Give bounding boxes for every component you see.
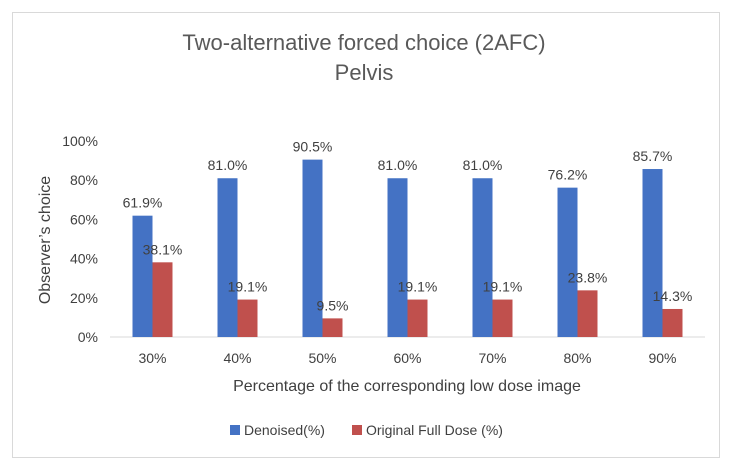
denoised-bar bbox=[557, 187, 578, 337]
full-dose-data-label: 9.5% bbox=[317, 297, 349, 313]
legend-swatch-full-dose bbox=[352, 425, 362, 435]
x-axis-ticks: 30% 40% 50% 60% 70% 80% 90% bbox=[138, 350, 676, 366]
y-tick-label: 40% bbox=[70, 251, 98, 267]
chart-subtitle: Pelvis bbox=[335, 60, 394, 85]
y-tick-label: 0% bbox=[78, 329, 98, 345]
y-tick-label: 20% bbox=[70, 290, 98, 306]
denoised-data-label: 81.0% bbox=[463, 157, 503, 173]
full-dose-data-label: 19.1% bbox=[228, 279, 268, 295]
full-dose-bar bbox=[577, 290, 598, 337]
full-dose-data-label: 14.3% bbox=[653, 288, 693, 304]
legend-label-denoised: Denoised(%) bbox=[244, 422, 325, 438]
x-tick-label: 50% bbox=[308, 350, 336, 366]
full-dose-bar bbox=[492, 299, 513, 337]
denoised-bar bbox=[642, 169, 663, 337]
legend: Denoised(%) Original Full Dose (%) bbox=[230, 422, 503, 438]
denoised-data-label: 76.2% bbox=[548, 167, 588, 183]
chart-title: Two-alternative forced choice (2AFC) bbox=[182, 30, 545, 55]
full-dose-bar bbox=[407, 299, 428, 337]
x-tick-label: 40% bbox=[223, 350, 251, 366]
y-tick-label: 60% bbox=[70, 211, 98, 227]
full-dose-bar bbox=[662, 308, 683, 337]
denoised-data-label: 61.9% bbox=[123, 195, 163, 211]
x-tick-label: 30% bbox=[138, 350, 166, 366]
full-dose-data-label: 23.8% bbox=[568, 269, 608, 285]
data-labels-group: 61.9% 38.1% 81.0% 19.1% 90.5% 9.5% 81.0% 19.1% 8… bbox=[123, 139, 693, 314]
x-tick-label: 80% bbox=[563, 350, 591, 366]
bars-group bbox=[132, 159, 683, 337]
denoised-bar bbox=[132, 215, 153, 337]
y-tick-label: 100% bbox=[62, 133, 98, 149]
denoised-data-label: 85.7% bbox=[633, 148, 673, 164]
x-tick-label: 70% bbox=[478, 350, 506, 366]
x-tick-label: 60% bbox=[393, 350, 421, 366]
full-dose-bar bbox=[237, 299, 258, 337]
denoised-bar bbox=[302, 159, 323, 337]
full-dose-bar bbox=[322, 318, 343, 337]
y-tick-label: 80% bbox=[70, 172, 98, 188]
chart-area bbox=[12, 12, 720, 458]
denoised-data-label: 81.0% bbox=[208, 157, 248, 173]
y-axis-title: Observer’s choice bbox=[37, 176, 54, 304]
denoised-data-label: 90.5% bbox=[293, 139, 333, 155]
full-dose-data-label: 38.1% bbox=[143, 241, 183, 257]
denoised-data-label: 81.0% bbox=[378, 157, 418, 173]
y-axis-ticks: 0% 20% 40% 60% 80% 100% bbox=[62, 133, 98, 345]
full-dose-data-label: 19.1% bbox=[483, 279, 523, 295]
denoised-bar bbox=[387, 178, 408, 337]
denoised-bar bbox=[217, 178, 238, 337]
legend-swatch-denoised bbox=[230, 425, 240, 435]
full-dose-data-label: 19.1% bbox=[398, 279, 438, 295]
x-tick-label: 90% bbox=[648, 350, 676, 366]
x-axis-title: Percentage of the corresponding low dose… bbox=[233, 378, 581, 395]
denoised-bar bbox=[472, 178, 493, 337]
full-dose-bar bbox=[152, 262, 173, 337]
legend-label-full-dose: Original Full Dose (%) bbox=[366, 422, 503, 438]
